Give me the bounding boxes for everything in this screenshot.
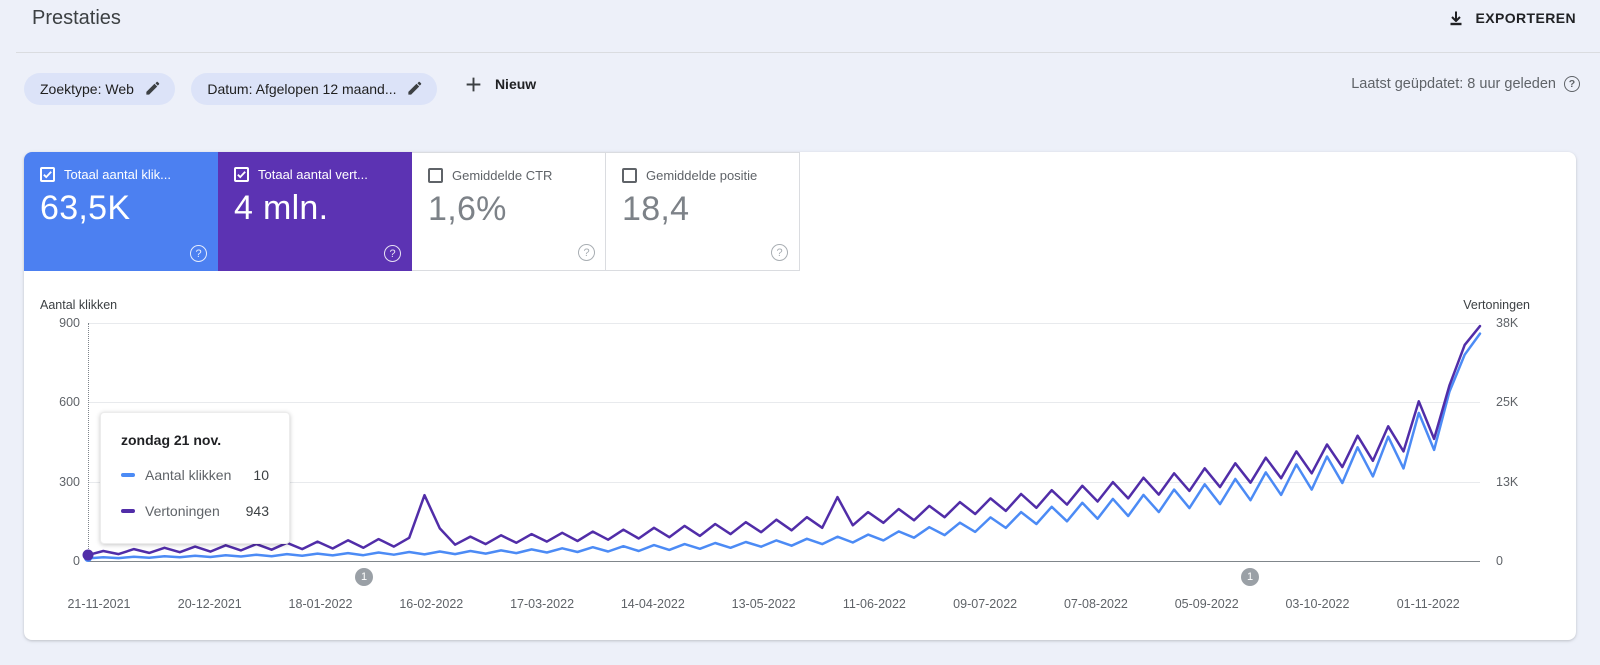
edit-pencil-icon <box>144 80 161 97</box>
left-axis-title: Aantal klikken <box>40 298 118 312</box>
performance-chart[interactable] <box>86 323 1482 562</box>
x-axis-label: 17-03-2022 <box>510 597 575 611</box>
x-axis-label: 01-11-2022 <box>1396 597 1460 611</box>
download-icon <box>1447 9 1465 27</box>
metric-help-icon[interactable]: ? <box>578 244 595 261</box>
y-tick-right: 38K <box>1496 316 1519 330</box>
annotation-badge[interactable]: 1 <box>355 568 373 586</box>
metric-label: Gemiddelde CTR <box>452 168 553 183</box>
x-axis-label: 20-12-2021 <box>177 597 242 611</box>
metric-card-impressions[interactable]: Totaal aantal vert... 4 mln. ? <box>218 152 412 271</box>
hover-crosshair-line <box>88 323 89 561</box>
x-axis-label: 21-11-2021 <box>67 597 131 611</box>
y-tick-left: 0 <box>73 554 80 568</box>
tooltip-series-value: 943 <box>245 503 269 519</box>
y-tick-left: 900 <box>59 316 80 330</box>
x-axis-label: 13-05-2022 <box>731 597 796 611</box>
metric-card-clicks[interactable]: Totaal aantal klik... 63,5K ? <box>24 152 218 271</box>
x-axis-label: 11-06-2022 <box>842 597 906 611</box>
export-button[interactable]: EXPORTEREN <box>1443 3 1580 33</box>
search-type-chip[interactable]: Zoektype: Web <box>24 72 175 105</box>
date-range-chip-label: Datum: Afgelopen 12 maand... <box>207 80 397 97</box>
tooltip-series-label: Vertoningen <box>145 503 220 519</box>
last-updated-text: Laatst geüpdatet: 8 uur geleden <box>1351 76 1556 92</box>
impressions-line-series <box>86 324 1482 557</box>
header-divider <box>16 52 1600 53</box>
metric-help-icon[interactable]: ? <box>771 244 788 261</box>
new-filter-button[interactable]: Nieuw <box>454 68 546 100</box>
metric-value: 18,4 <box>622 190 690 228</box>
x-axis-line <box>88 561 1480 562</box>
page-header: Prestaties EXPORTEREN <box>0 0 1600 53</box>
tooltip-row-clicks: Aantal klikken 10 <box>121 467 269 483</box>
clicks-legend-dash-icon <box>121 473 135 477</box>
filter-bar: Zoektype: Web Datum: Afgelopen 12 maand.… <box>24 68 1580 105</box>
tooltip-row-impressions: Vertoningen 943 <box>121 503 269 519</box>
date-range-chip[interactable]: Datum: Afgelopen 12 maand... <box>191 72 438 105</box>
x-axis-label: 05-09-2022 <box>1174 597 1239 611</box>
checkbox-unchecked-icon[interactable] <box>622 168 637 183</box>
metric-label: Totaal aantal vert... <box>258 167 368 182</box>
metric-value: 4 mln. <box>234 189 329 227</box>
new-filter-label: Nieuw <box>494 76 537 92</box>
chart-tooltip: zondag 21 nov. Aantal klikken 10 Vertoni… <box>100 412 290 544</box>
plus-icon <box>464 75 483 94</box>
x-axis-label: 03-10-2022 <box>1285 597 1350 611</box>
y-tick-left: 600 <box>59 395 80 409</box>
page-title: Prestaties <box>32 7 121 29</box>
x-axis-label: 16-02-2022 <box>399 597 464 611</box>
checkbox-checked-icon[interactable] <box>234 167 249 182</box>
impressions-legend-dash-icon <box>121 509 135 513</box>
performance-card: Totaal aantal klik... 63,5K ? Totaal aan… <box>24 152 1576 640</box>
y-tick-right: 0 <box>1496 554 1503 568</box>
metric-help-icon[interactable]: ? <box>384 245 401 262</box>
x-axis-label: 09-07-2022 <box>953 597 1018 611</box>
x-axis-labels: 21-11-2021 20-12-2021 18-01-2022 16-02-2022… <box>24 597 1576 613</box>
y-tick-right: 25K <box>1496 395 1519 409</box>
search-type-chip-label: Zoektype: Web <box>40 80 134 97</box>
tooltip-date: zondag 21 nov. <box>121 432 222 448</box>
clicks-line-series <box>86 332 1482 560</box>
metric-value: 1,6% <box>428 190 507 228</box>
metric-help-icon[interactable]: ? <box>190 245 207 262</box>
export-label: EXPORTEREN <box>1475 10 1576 26</box>
metric-label: Gemiddelde positie <box>646 168 758 183</box>
metric-label: Totaal aantal klik... <box>64 167 171 182</box>
checkbox-unchecked-icon[interactable] <box>428 168 443 183</box>
tooltip-series-label: Aantal klikken <box>145 467 232 483</box>
checkbox-checked-icon[interactable] <box>40 167 55 182</box>
last-updated: Laatst geüpdatet: 8 uur geleden ? <box>1351 68 1580 100</box>
metric-card-position[interactable]: Gemiddelde positie 18,4 ? <box>605 152 800 271</box>
y-tick-right: 13K <box>1496 475 1519 489</box>
metric-card-ctr[interactable]: Gemiddelde CTR 1,6% ? <box>412 152 606 271</box>
x-axis-label: 18-01-2022 <box>288 597 353 611</box>
edit-pencil-icon <box>406 80 423 97</box>
x-axis-label: 14-04-2022 <box>620 597 685 611</box>
metric-value: 63,5K <box>40 189 131 227</box>
x-axis-label: 07-08-2022 <box>1063 597 1128 611</box>
right-axis-title: Vertoningen <box>1463 298 1530 312</box>
help-icon[interactable]: ? <box>1564 76 1580 92</box>
tooltip-series-value: 10 <box>253 467 269 483</box>
impressions-point-marker <box>82 549 94 561</box>
annotation-badge[interactable]: 1 <box>1241 568 1259 586</box>
y-tick-left: 300 <box>59 475 80 489</box>
